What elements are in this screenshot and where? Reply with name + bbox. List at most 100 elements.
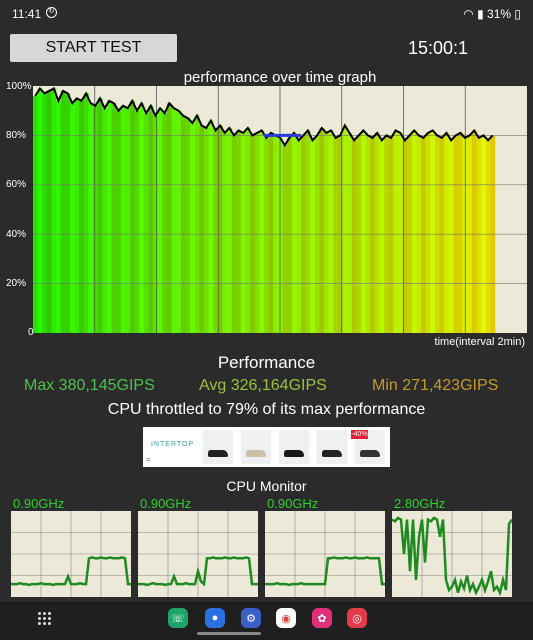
performance-bar: [476, 137, 482, 333]
chrome-app-icon[interactable]: ◉: [276, 608, 296, 628]
performance-bar: [116, 110, 122, 333]
performance-bar: [134, 110, 140, 333]
settings-app-icon[interactable]: ⚙: [241, 608, 261, 628]
performance-bar: [393, 130, 399, 333]
ad-banner[interactable]: INTERTOP = -40%: [143, 427, 390, 467]
cpu-frequency: 2.80GHz: [394, 496, 446, 511]
cpu-panel-2: 0.90GHz: [136, 494, 260, 600]
performance-bar: [171, 108, 177, 333]
performance-bar: [448, 140, 454, 333]
y-tick-100: 100%: [6, 81, 32, 92]
performance-bar: [342, 125, 348, 333]
performance-bar: [166, 103, 172, 333]
performance-bar: [93, 105, 98, 333]
performance-bar: [65, 93, 71, 333]
ad-product[interactable]: [317, 430, 347, 464]
performance-bar: [83, 93, 89, 333]
navigation-bar: ☏ ● ⚙ ◉ ✿ ◎: [0, 602, 533, 640]
status-time: 11:41: [12, 7, 42, 21]
performance-bar: [374, 132, 380, 333]
performance-bar: [282, 145, 288, 333]
cpu-panel-1: 0.90GHz: [9, 494, 133, 600]
cpu-graph: [392, 511, 512, 597]
performance-bar: [444, 132, 450, 333]
performance-bar: [125, 108, 131, 333]
cpu-panel-4: 2.80GHz: [390, 494, 514, 600]
performance-bar: [458, 132, 463, 333]
wifi-icon: ◠: [463, 7, 474, 21]
status-battery: ◠ ▮ 31% ▯: [463, 7, 521, 21]
y-tick-20: 20%: [6, 278, 27, 289]
cpu-frequency-line: [392, 516, 512, 597]
app-drawer-icon[interactable]: [38, 612, 52, 626]
performance-bar: [397, 132, 403, 333]
performance-bar: [310, 140, 316, 333]
gallery-app-icon[interactable]: ✿: [312, 608, 332, 628]
performance-bar: [259, 130, 265, 333]
avg-stat: Avg 326,164GIPS: [199, 377, 327, 394]
performance-bar: [130, 100, 135, 333]
performance-bar: [430, 130, 436, 333]
ad-product[interactable]: [279, 430, 309, 464]
performance-bar: [180, 115, 186, 333]
performance-bar: [379, 140, 385, 333]
signal-icon: ▮: [477, 7, 484, 21]
performance-bar: [296, 140, 302, 333]
performance-bar: [351, 140, 357, 333]
cpu-graph: [265, 511, 385, 597]
performance-bar: [439, 137, 445, 333]
performance-bar: [227, 127, 232, 333]
y-tick-40: 40%: [6, 229, 27, 240]
throttle-message: CPU throttled to 79% of its max performa…: [107, 401, 426, 418]
battery-icon: ▯: [514, 7, 521, 21]
performance-bar: [157, 108, 163, 333]
performance-bar: [162, 113, 168, 333]
start-test-button[interactable]: START TEST: [10, 34, 177, 62]
cpu-frequency-line: [265, 556, 385, 587]
performance-bar: [37, 88, 43, 333]
cpu-graph: [138, 511, 258, 597]
phone-app-icon[interactable]: ☏: [168, 608, 188, 628]
performance-bar: [185, 118, 191, 333]
cpu-monitor-title: CPU Monitor: [226, 478, 307, 494]
y-tick-80: 80%: [6, 130, 27, 141]
ad-product[interactable]: [241, 430, 271, 464]
performance-bar: [79, 100, 85, 333]
cpu-frequency: 0.90GHz: [13, 496, 65, 511]
performance-bar: [190, 123, 195, 333]
performance-bar: [46, 90, 52, 333]
performance-bar: [42, 93, 48, 333]
cpu-frequency-line: [11, 556, 131, 587]
performance-bar: [425, 132, 431, 333]
ad-menu-icon: =: [146, 455, 151, 464]
performance-bar: [60, 90, 66, 333]
performance-bar: [33, 95, 38, 333]
performance-bar: [291, 132, 297, 333]
performance-bar: [328, 130, 334, 333]
performance-graph: [33, 86, 527, 333]
performance-bar: [333, 137, 339, 333]
performance-bar: [139, 103, 145, 333]
performance-bar: [236, 130, 242, 333]
performance-bar: [402, 140, 408, 333]
home-handle[interactable]: [197, 632, 261, 635]
performance-bar: [102, 108, 108, 333]
camera-app-icon[interactable]: ◎: [347, 608, 367, 628]
notification-icon: ↻: [46, 7, 57, 18]
performance-bar: [268, 132, 274, 333]
performance-bar: [74, 98, 80, 333]
battery-level: 31%: [487, 7, 512, 21]
test-timer: 15:00:1: [408, 38, 469, 58]
performance-bar: [51, 88, 57, 333]
performance-bar: [361, 130, 366, 333]
performance-bar: [421, 137, 426, 333]
status-bar: 11:41 ↻ ◠ ▮ 31% ▯: [0, 0, 533, 28]
performance-bar: [199, 125, 205, 333]
performance-bar: [388, 137, 394, 333]
discount-badge: -40%: [351, 430, 368, 439]
ad-product[interactable]: [203, 430, 233, 464]
performance-bar: [217, 125, 223, 333]
cpu-frequency: 0.90GHz: [140, 496, 192, 511]
messages-app-icon[interactable]: ●: [205, 608, 225, 628]
performance-bar: [222, 132, 228, 333]
